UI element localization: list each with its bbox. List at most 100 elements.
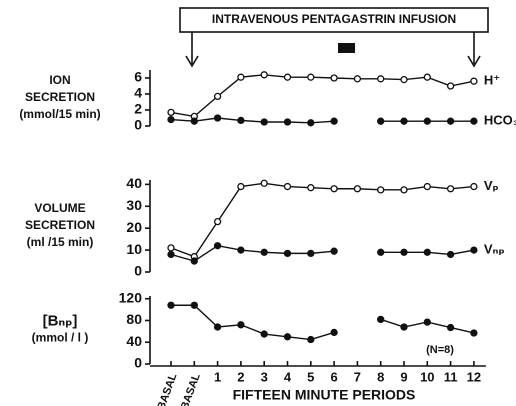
annotation: (N=8) xyxy=(426,344,454,356)
x-tick-label: 8 xyxy=(377,369,384,384)
data-point xyxy=(283,249,292,258)
data-point xyxy=(190,257,198,265)
arrowhead xyxy=(185,55,199,68)
data-point xyxy=(283,333,292,341)
x-tick-label: BASAL xyxy=(155,372,179,406)
data-point xyxy=(377,75,385,83)
data-point xyxy=(470,182,478,191)
data-point xyxy=(400,75,408,84)
data-point xyxy=(167,108,175,117)
series-label: HCO₃⁻ xyxy=(484,113,516,128)
data-point xyxy=(237,182,245,191)
series-line xyxy=(170,182,474,258)
data-point xyxy=(446,250,455,259)
y-tick-label: 6 xyxy=(134,69,142,85)
data-point xyxy=(307,335,315,344)
data-point xyxy=(330,185,338,193)
y-tick-label: 30 xyxy=(126,197,142,213)
data-point xyxy=(190,117,198,125)
data-point xyxy=(213,114,222,122)
data-point xyxy=(283,118,292,126)
x-tick-label: 6 xyxy=(330,369,337,384)
y-label: ION xyxy=(49,73,70,87)
arrowhead xyxy=(467,55,481,68)
y-tick-label: 40 xyxy=(126,175,142,191)
data-point xyxy=(260,179,268,187)
data-point xyxy=(423,318,431,326)
data-point xyxy=(377,117,385,125)
data-point xyxy=(446,323,455,332)
series-label: H⁺ xyxy=(484,73,500,88)
data-point xyxy=(423,248,431,256)
data-point xyxy=(307,249,315,258)
y-tick-label: 4 xyxy=(134,85,142,101)
y-label: SECRETION xyxy=(25,90,95,104)
y-tick-label: 20 xyxy=(126,219,142,235)
y-tick-label: 10 xyxy=(126,241,142,257)
data-point xyxy=(167,250,175,259)
data-point xyxy=(330,74,338,82)
data-point xyxy=(377,186,385,194)
data-point xyxy=(283,73,292,81)
data-point xyxy=(167,115,175,124)
y-tick-label: 0 xyxy=(134,355,142,371)
data-point xyxy=(353,185,362,193)
data-point xyxy=(307,119,315,127)
marker-block xyxy=(338,43,355,53)
x-tick-label: 3 xyxy=(261,369,268,384)
x-tick-label: 11 xyxy=(444,369,458,384)
data-point xyxy=(446,82,455,90)
data-point xyxy=(377,315,385,324)
data-point xyxy=(283,182,292,191)
data-point xyxy=(423,73,431,81)
data-point xyxy=(237,321,245,329)
data-point xyxy=(400,323,408,331)
y-label: SECRETION xyxy=(25,218,95,232)
x-tick-label: 1 xyxy=(214,369,221,384)
x-tick-label: BASAL xyxy=(179,372,203,406)
data-point xyxy=(470,246,478,254)
y-tick-label: 0 xyxy=(134,263,142,279)
y-tick-label: 40 xyxy=(126,333,142,349)
data-point xyxy=(213,242,222,250)
y-label: VOLUME xyxy=(34,201,85,215)
y-label: [Bₙₚ] xyxy=(43,312,78,329)
y-label: (ml /15 min) xyxy=(27,235,94,249)
data-point xyxy=(400,186,408,194)
data-point xyxy=(260,71,268,79)
data-point xyxy=(167,244,175,252)
data-point xyxy=(330,328,338,337)
x-tick-label: 5 xyxy=(307,369,314,384)
data-point xyxy=(400,248,408,256)
y-tick-label: 120 xyxy=(119,289,143,305)
y-label: (mmol / l ) xyxy=(32,331,89,345)
data-point xyxy=(190,301,198,309)
data-point xyxy=(470,329,478,337)
data-point xyxy=(213,217,222,226)
data-point xyxy=(330,117,338,125)
data-point xyxy=(470,117,478,125)
data-point xyxy=(237,116,245,125)
data-point xyxy=(260,248,268,256)
data-point xyxy=(400,117,408,125)
x-tick-label: 4 xyxy=(284,369,292,384)
data-point xyxy=(423,117,431,125)
x-tick-label: 7 xyxy=(354,369,361,384)
series-line xyxy=(170,74,475,118)
data-point xyxy=(423,182,431,191)
y-tick-label: 2 xyxy=(134,101,142,117)
data-point xyxy=(167,301,175,309)
data-point xyxy=(446,117,455,125)
infusion-title: INTRAVENOUS PENTAGASTRIN INFUSION xyxy=(212,12,456,26)
data-point xyxy=(470,77,478,85)
data-point xyxy=(446,185,455,193)
y-tick-label: 80 xyxy=(126,311,142,327)
data-point xyxy=(353,75,362,83)
data-point xyxy=(307,73,315,81)
y-label: (mmol/15 min) xyxy=(19,107,100,121)
x-label: FIFTEEN MINUTE PERIODS xyxy=(233,387,416,403)
data-point xyxy=(260,330,268,338)
series-line xyxy=(170,244,335,262)
data-point xyxy=(213,323,222,331)
x-tick-label: 2 xyxy=(237,369,244,384)
